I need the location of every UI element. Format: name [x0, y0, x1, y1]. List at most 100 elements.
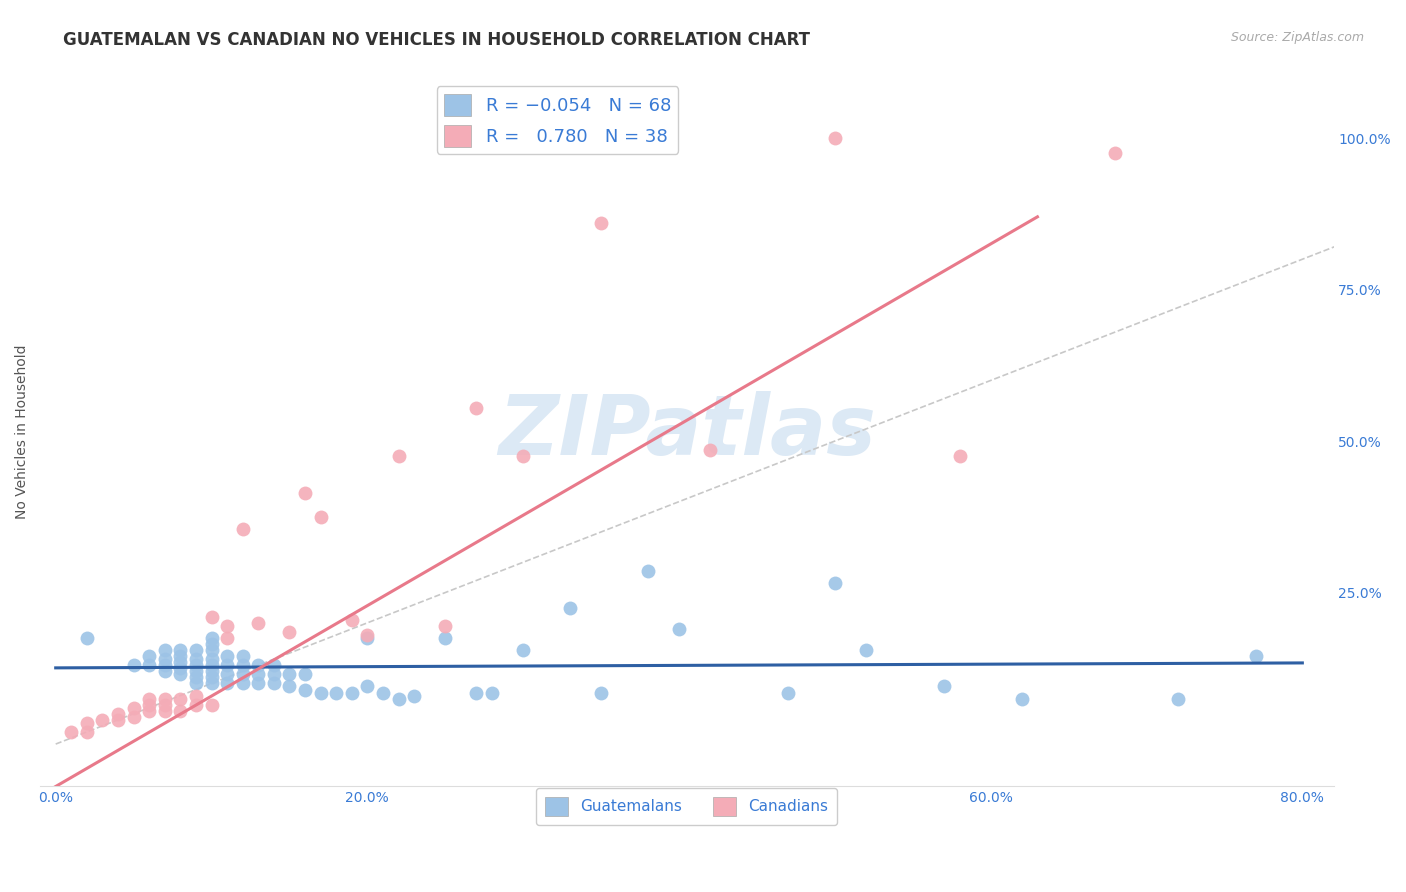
Point: [138, 704, 160, 718]
Point: [169, 649, 191, 664]
Point: [153, 704, 176, 718]
Point: [356, 631, 378, 645]
Point: [278, 680, 301, 694]
Point: [356, 680, 378, 694]
Point: [309, 685, 332, 699]
Point: [153, 652, 176, 666]
Point: [309, 509, 332, 524]
Point: [294, 682, 316, 697]
Point: [247, 667, 270, 681]
Point: [668, 622, 690, 636]
Point: [232, 522, 254, 536]
Point: [169, 661, 191, 675]
Point: [948, 449, 970, 463]
Point: [465, 685, 488, 699]
Point: [340, 685, 363, 699]
Point: [138, 649, 160, 664]
Point: [1104, 146, 1126, 161]
Point: [200, 665, 222, 679]
Point: [76, 631, 98, 645]
Point: [232, 649, 254, 664]
Point: [200, 676, 222, 690]
Point: [91, 713, 114, 727]
Point: [824, 576, 846, 591]
Point: [699, 443, 721, 458]
Point: [340, 613, 363, 627]
Point: [1244, 649, 1267, 664]
Point: [200, 698, 222, 712]
Point: [153, 665, 176, 679]
Point: [169, 655, 191, 669]
Point: [217, 649, 239, 664]
Point: [200, 643, 222, 657]
Point: [232, 676, 254, 690]
Point: [217, 667, 239, 681]
Point: [434, 619, 457, 633]
Point: [76, 715, 98, 730]
Point: [247, 676, 270, 690]
Point: [169, 704, 191, 718]
Point: [591, 216, 613, 230]
Point: [387, 691, 409, 706]
Point: [434, 631, 457, 645]
Point: [184, 698, 207, 712]
Point: [217, 619, 239, 633]
Point: [294, 667, 316, 681]
Point: [263, 676, 285, 690]
Point: [1167, 691, 1189, 706]
Point: [153, 698, 176, 712]
Point: [932, 680, 955, 694]
Point: [169, 691, 191, 706]
Point: [232, 658, 254, 673]
Point: [371, 685, 394, 699]
Y-axis label: No Vehicles in Household: No Vehicles in Household: [15, 344, 30, 519]
Point: [294, 485, 316, 500]
Point: [325, 685, 347, 699]
Point: [558, 600, 581, 615]
Point: [855, 643, 877, 657]
Point: [465, 401, 488, 415]
Point: [217, 676, 239, 690]
Point: [76, 725, 98, 739]
Point: [200, 658, 222, 673]
Point: [247, 615, 270, 630]
Point: [138, 698, 160, 712]
Point: [184, 676, 207, 690]
Point: [184, 643, 207, 657]
Point: [481, 685, 503, 699]
Point: [200, 609, 222, 624]
Point: [200, 670, 222, 684]
Point: [200, 631, 222, 645]
Point: [60, 725, 83, 739]
Point: [263, 658, 285, 673]
Point: [200, 637, 222, 651]
Point: [217, 658, 239, 673]
Point: [637, 565, 659, 579]
Point: [247, 658, 270, 673]
Point: [184, 658, 207, 673]
Point: [184, 670, 207, 684]
Point: [122, 658, 145, 673]
Point: [138, 691, 160, 706]
Point: [404, 689, 426, 703]
Point: [153, 691, 176, 706]
Point: [278, 667, 301, 681]
Point: [512, 449, 534, 463]
Point: [278, 624, 301, 639]
Point: [512, 643, 534, 657]
Point: [153, 643, 176, 657]
Text: Source: ZipAtlas.com: Source: ZipAtlas.com: [1230, 31, 1364, 45]
Point: [138, 658, 160, 673]
Point: [107, 713, 129, 727]
Point: [591, 685, 613, 699]
Point: [184, 689, 207, 703]
Point: [217, 631, 239, 645]
Point: [184, 665, 207, 679]
Point: [184, 652, 207, 666]
Point: [356, 628, 378, 642]
Point: [107, 706, 129, 721]
Point: [824, 131, 846, 145]
Text: GUATEMALAN VS CANADIAN NO VEHICLES IN HOUSEHOLD CORRELATION CHART: GUATEMALAN VS CANADIAN NO VEHICLES IN HO…: [63, 31, 810, 49]
Point: [169, 667, 191, 681]
Point: [232, 667, 254, 681]
